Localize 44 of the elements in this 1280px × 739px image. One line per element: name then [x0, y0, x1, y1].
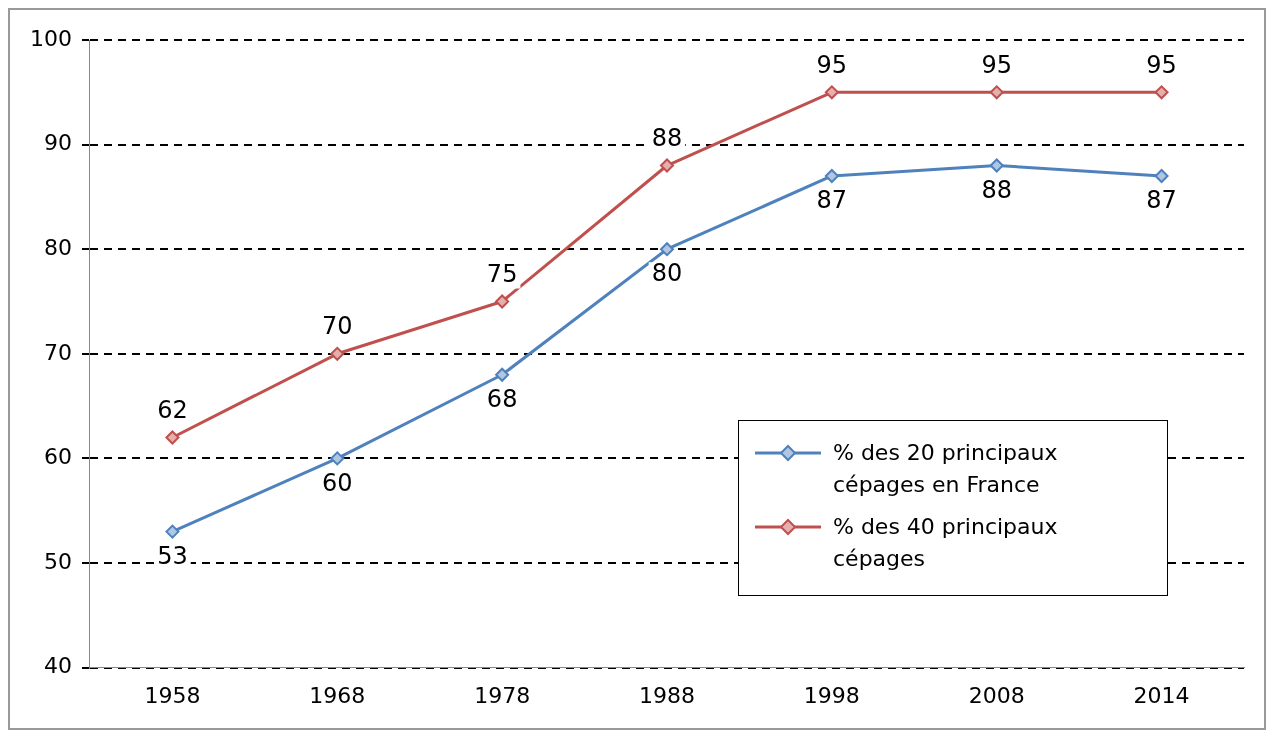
y-tick-label: 40	[43, 653, 72, 679]
point	[165, 430, 180, 445]
point	[660, 158, 674, 173]
point	[1154, 168, 1169, 183]
x-tick-label: 2014	[1133, 682, 1190, 708]
point	[824, 168, 839, 183]
y-tick-label: 50	[43, 548, 72, 574]
data-label: 95	[981, 50, 1012, 79]
y-tick-label: 80	[43, 234, 72, 260]
data-label: 95	[816, 50, 848, 79]
data-label: 87	[1146, 186, 1177, 215]
point	[165, 524, 180, 539]
y-tick-label: 60	[43, 444, 72, 470]
data-label: 60	[322, 468, 353, 497]
point	[660, 242, 674, 257]
data-label: 95	[1146, 50, 1177, 79]
y-tick-label: 70	[43, 339, 72, 365]
y-tick-label: 100	[29, 25, 72, 51]
point	[495, 367, 510, 382]
data-label: 68	[486, 384, 518, 413]
x-tick-label: 1988	[639, 682, 695, 708]
point	[330, 451, 345, 466]
legend-label: % des 20 principaux cépages en France	[833, 439, 1059, 499]
data-label: 87	[816, 186, 848, 215]
x-tick-label: 1958	[144, 682, 201, 708]
data-label: 53	[157, 541, 188, 570]
point	[824, 85, 839, 100]
data-label: 75	[486, 259, 518, 288]
point	[1154, 85, 1169, 100]
data-label: 62	[157, 395, 188, 424]
point	[330, 346, 345, 361]
point	[989, 85, 1004, 100]
point	[989, 158, 1004, 173]
data-label: 88	[981, 175, 1012, 204]
data-label: 70	[322, 312, 353, 341]
x-tick-label: 2008	[968, 682, 1025, 708]
data-label: 88	[651, 123, 683, 152]
point	[495, 294, 510, 309]
x-tick-label: 1998	[803, 682, 860, 708]
x-tick-label: 1968	[309, 682, 366, 708]
x-tick-label: 1978	[474, 682, 531, 708]
y-tick-label: 90	[43, 130, 72, 156]
data-label: 80	[651, 259, 683, 288]
legend-label: % des 40 principaux cépages	[833, 513, 1059, 573]
